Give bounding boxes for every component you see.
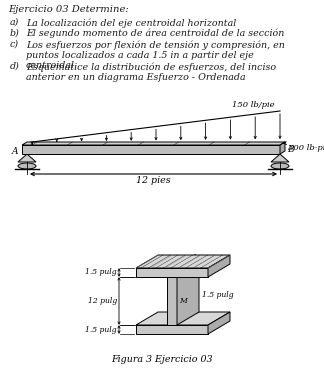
Text: c): c) [10,40,19,49]
Ellipse shape [271,163,289,169]
Polygon shape [167,277,177,325]
Text: d): d) [10,62,20,71]
Text: 1.5 pulg: 1.5 pulg [86,325,117,333]
Text: Esquematice la distribución de esfuerzos, del inciso
anterior en un diagrama Esf: Esquematice la distribución de esfuerzos… [26,62,276,82]
Text: 1.5 pulg: 1.5 pulg [202,291,234,299]
Polygon shape [136,312,230,325]
Text: Figura 3 Ejercicio 03: Figura 3 Ejercicio 03 [111,355,213,364]
Polygon shape [18,154,36,162]
Polygon shape [167,264,199,277]
Polygon shape [136,255,230,268]
Text: M: M [179,297,187,305]
Polygon shape [208,255,230,277]
Polygon shape [136,325,208,334]
Text: 300 lb·pie: 300 lb·pie [288,144,324,152]
Polygon shape [177,264,199,325]
Text: 150 lb/pie: 150 lb/pie [232,101,275,109]
Text: 12 pulg: 12 pulg [169,269,198,277]
Text: 12 pulg: 12 pulg [88,297,117,305]
Text: 1.5 pulg: 1.5 pulg [86,269,117,277]
Polygon shape [22,142,285,145]
Text: A: A [190,254,197,263]
Text: A: A [11,147,18,155]
Polygon shape [271,154,289,162]
Ellipse shape [18,163,36,169]
Polygon shape [280,142,285,154]
Text: B: B [287,144,294,154]
Text: a): a) [10,18,19,27]
Text: Ejercicio 03 Determine:: Ejercicio 03 Determine: [8,5,129,14]
Text: Los esfuerzos por flexión de tensión y compresión, en
puntos localizados a cada : Los esfuerzos por flexión de tensión y c… [26,40,285,70]
Text: El segundo momento de área centroidal de la sección: El segundo momento de área centroidal de… [26,29,284,39]
Polygon shape [136,268,208,277]
Text: La localización del eje centroidal horizontal: La localización del eje centroidal horiz… [26,18,236,28]
Text: 12 pies: 12 pies [136,176,171,185]
Polygon shape [208,312,230,334]
Text: b): b) [10,29,20,38]
Polygon shape [22,145,280,154]
